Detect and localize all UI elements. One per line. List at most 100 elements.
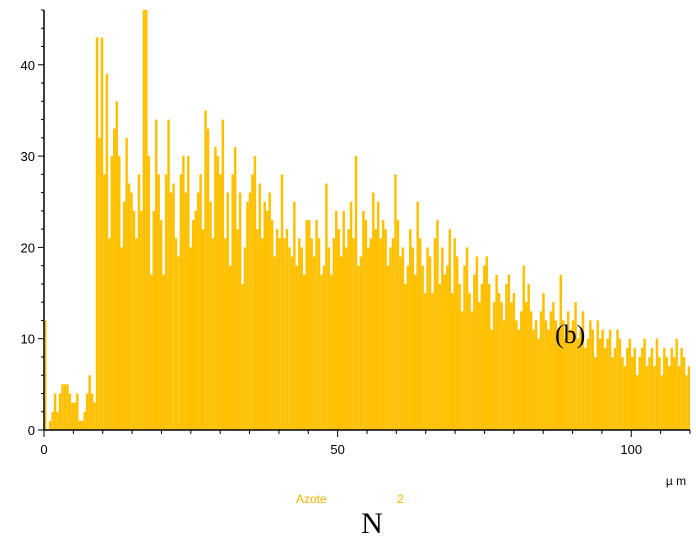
- bar: [58, 393, 62, 430]
- bar: [389, 247, 392, 430]
- bar: [125, 137, 128, 430]
- bar: [566, 311, 570, 430]
- bar: [310, 238, 313, 430]
- bar: [172, 183, 175, 430]
- bar: [668, 366, 671, 430]
- bar: [261, 238, 264, 430]
- bar: [621, 356, 624, 430]
- bar: [446, 265, 449, 430]
- bar: [376, 201, 380, 430]
- bar: [579, 329, 582, 430]
- bar: [145, 10, 148, 430]
- bar: [300, 247, 303, 430]
- bar: [682, 356, 686, 430]
- bar: [219, 174, 222, 430]
- bar: [598, 338, 602, 430]
- bar: [85, 393, 89, 430]
- bar: [524, 302, 528, 430]
- bar: [339, 256, 343, 430]
- bar: [460, 311, 464, 430]
- bar: [317, 238, 321, 430]
- bar: [487, 283, 491, 430]
- bar: [216, 156, 220, 430]
- bar: [157, 174, 160, 430]
- bar: [342, 210, 345, 430]
- bar: [295, 265, 299, 430]
- bar: [115, 101, 118, 431]
- bar: [263, 201, 266, 430]
- legend-label: Azote: [296, 492, 327, 506]
- bar: [465, 247, 469, 430]
- bar: [618, 338, 622, 430]
- bar: [384, 229, 387, 430]
- bar: [520, 311, 523, 430]
- bar: [611, 356, 614, 430]
- bar: [379, 238, 382, 430]
- bar: [423, 293, 427, 430]
- bar: [470, 311, 474, 430]
- bar: [251, 174, 254, 430]
- bar: [194, 210, 197, 430]
- bar: [71, 402, 74, 430]
- bar: [529, 311, 533, 430]
- bar: [285, 229, 289, 430]
- bar: [150, 274, 153, 430]
- bar: [214, 146, 217, 430]
- bar: [270, 220, 274, 430]
- bar: [258, 183, 262, 430]
- y-tick-label: 10: [21, 332, 35, 347]
- bar: [283, 238, 286, 430]
- bar: [108, 238, 111, 430]
- bar: [443, 274, 447, 430]
- bar: [522, 265, 525, 430]
- bar: [120, 247, 123, 430]
- y-tick-label: 20: [21, 240, 35, 255]
- bar: [322, 265, 326, 430]
- bar: [364, 220, 368, 430]
- bar: [394, 174, 397, 430]
- bar: [527, 283, 530, 430]
- bar: [204, 110, 207, 431]
- bar: [490, 329, 493, 430]
- bar: [475, 256, 479, 430]
- axes-group: [38, 9, 691, 437]
- bar: [502, 320, 506, 430]
- bar: [241, 283, 244, 430]
- bar: [275, 229, 279, 430]
- bar: [332, 238, 336, 430]
- bar: [453, 238, 456, 430]
- bar: [280, 174, 284, 430]
- bar: [670, 347, 673, 430]
- y-tick-label: 40: [21, 58, 35, 73]
- bar: [473, 274, 476, 430]
- bar: [404, 283, 407, 430]
- bar: [327, 247, 331, 430]
- bar: [436, 220, 439, 430]
- bar: [547, 329, 550, 430]
- bar: [312, 256, 316, 430]
- bar: [137, 174, 141, 430]
- bar: [653, 366, 656, 430]
- bar: [191, 220, 195, 430]
- bar: [603, 347, 607, 430]
- bar: [179, 174, 183, 430]
- bar: [660, 375, 664, 430]
- bar: [268, 192, 271, 430]
- bar: [623, 366, 627, 430]
- bar: [177, 256, 180, 430]
- bar: [515, 320, 518, 430]
- bar: [367, 247, 370, 430]
- bar: [100, 37, 104, 430]
- bar: [685, 375, 688, 430]
- bar: [594, 356, 597, 430]
- bar: [349, 201, 353, 430]
- bar: [663, 347, 666, 430]
- bar: [421, 265, 424, 430]
- bar: [500, 302, 503, 430]
- bar: [559, 274, 562, 430]
- bar: [675, 338, 678, 430]
- bar: [290, 256, 294, 430]
- bar: [606, 338, 609, 430]
- bar: [347, 229, 350, 430]
